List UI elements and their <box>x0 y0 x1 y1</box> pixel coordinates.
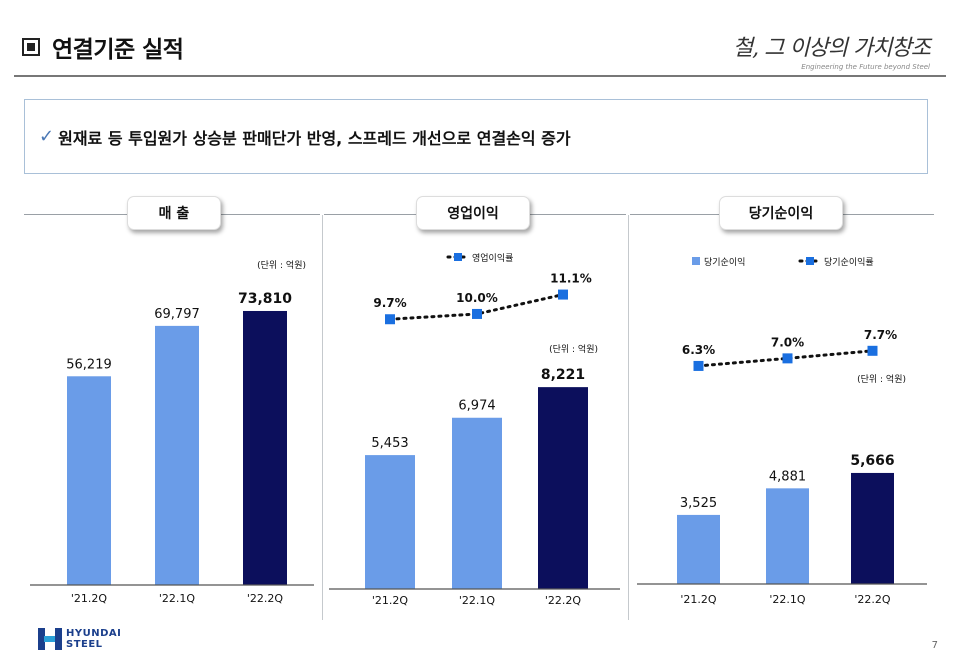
net-income-panel: 당기순이익 (단위 : 억원) 3,525 '21.2Q 4,881 '22.1Q 5,6… <box>630 188 934 620</box>
margin-label: 7.0% <box>771 335 804 349</box>
unit-label: (단위 : 억원) <box>857 373 906 385</box>
category-label: '21.2Q <box>372 594 409 607</box>
operating-income-panel: 영업이익 (단위 : 억원) 5,453 '21.2Q 6,974 '22.1Q 8,22… <box>324 188 626 620</box>
margin-marker <box>867 345 878 356</box>
unit-label: (단위 : 억원) <box>549 343 598 355</box>
bar <box>243 310 287 585</box>
operating-income-chart: (단위 : 억원) 5,453 '21.2Q 6,974 '22.1Q 8,221 '22.… <box>329 252 620 607</box>
summary-text: 원재료 등 투입원가 상승분 판매단가 반영, 스프레드 개선으로 연결손익 증… <box>58 128 571 148</box>
bar-value-label: 69,797 <box>154 307 200 322</box>
legend-line-label: 영업이익률 <box>472 252 513 264</box>
square-bullet-icon <box>22 38 40 56</box>
bar <box>851 472 894 584</box>
category-label: '22.1Q <box>459 594 496 607</box>
bar-value-label: 5,453 <box>371 436 408 451</box>
margin-label: 11.1% <box>550 272 592 286</box>
panel-divider <box>322 215 323 620</box>
logo-line-1: HYUNDAI <box>66 628 122 639</box>
bar <box>67 376 111 585</box>
check-icon: ✓ <box>39 126 55 147</box>
margin-marker <box>558 289 568 300</box>
logo-icon <box>38 628 62 650</box>
legend-marker-swatch <box>806 257 814 265</box>
summary-box: ✓ 원재료 등 투입원가 상승분 판매단가 반영, 스프레드 개선으로 연결손익… <box>24 99 928 174</box>
bar-value-label: 6,974 <box>458 399 495 414</box>
legend-line-label: 당기순이익률 <box>824 256 874 268</box>
bar-value-label: 3,525 <box>680 496 717 511</box>
net-income-chart: (단위 : 억원) 3,525 '21.2Q 4,881 '22.1Q 5,666 '22.… <box>637 256 927 606</box>
sales-panel-title: 매 출 <box>127 196 221 230</box>
legend-bar-label: 당기순이익 <box>704 256 745 268</box>
category-label: '22.1Q <box>159 592 196 605</box>
margin-line <box>697 349 874 368</box>
unit-label: (단위 : 억원) <box>257 259 306 271</box>
margin-label: 7.7% <box>864 328 897 342</box>
bar-value-label: 5,666 <box>850 453 894 469</box>
margin-marker <box>385 314 395 325</box>
category-label: '21.2Q <box>71 592 108 605</box>
brand-slogan: 철, 그 이상의 가치창조 <box>732 36 931 61</box>
panel-divider <box>628 215 629 620</box>
bar-value-label: 4,881 <box>769 469 806 484</box>
bar <box>452 417 502 589</box>
margin-marker <box>693 360 704 371</box>
category-label: '22.2Q <box>545 594 582 607</box>
bar <box>538 387 588 589</box>
header-divider <box>14 75 946 77</box>
page-number: 7 <box>931 640 938 651</box>
category-label: '22.2Q <box>854 593 891 606</box>
legend-marker-swatch <box>454 253 462 261</box>
brand-tagline: Engineering the Future beyond Steel <box>801 63 930 71</box>
operating-income-panel-title: 영업이익 <box>416 196 530 230</box>
category-label: '22.2Q <box>247 592 284 605</box>
bar-value-label: 73,810 <box>238 291 292 307</box>
bar-value-label: 56,219 <box>66 357 112 372</box>
bar <box>677 514 720 584</box>
margin-marker <box>782 353 793 364</box>
sales-chart: (단위 : 억원) 56,219 '21.2Q 69,797 '22.1Q 73,810 '… <box>30 259 314 605</box>
margin-marker <box>472 308 482 319</box>
margin-label: 10.0% <box>456 291 498 305</box>
bar <box>365 455 415 589</box>
page-header: 연결기준 실적 <box>22 30 184 64</box>
company-logo: HYUNDAI STEEL <box>38 628 121 650</box>
brand-slogan-block: 철, 그 이상의 가치창조 Engineering the Future bey… <box>732 30 931 71</box>
category-label: '22.1Q <box>769 593 806 606</box>
bar <box>155 325 199 585</box>
sales-panel: 매 출 (단위 : 억원) 56,219 '21.2Q 69,797 '22.1Q 73,… <box>24 188 320 620</box>
category-label: '21.2Q <box>680 593 717 606</box>
margin-label: 9.7% <box>373 296 406 310</box>
legend-bar-swatch <box>692 257 700 265</box>
margin-label: 6.3% <box>682 343 715 357</box>
logo-line-2: STEEL <box>66 639 103 650</box>
net-income-panel-title: 당기순이익 <box>719 196 843 230</box>
logo-wordmark: HYUNDAI STEEL <box>66 628 121 650</box>
bar-value-label: 8,221 <box>541 367 585 383</box>
page-title: 연결기준 실적 <box>52 37 184 63</box>
bar <box>766 488 809 584</box>
